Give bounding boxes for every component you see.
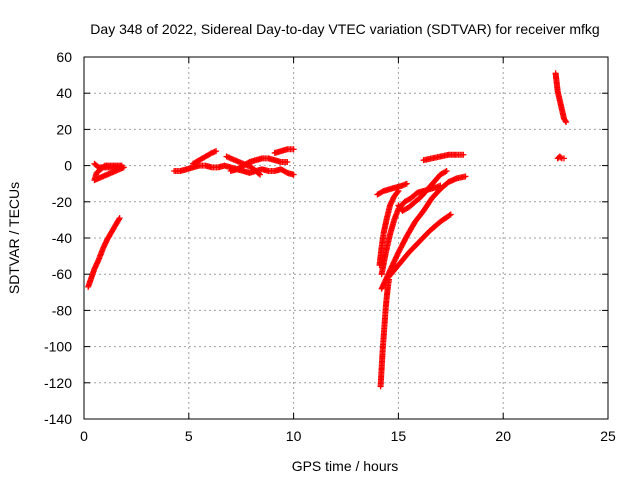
data-point <box>447 211 454 218</box>
data-point <box>460 151 467 158</box>
series-arc-6 <box>227 155 291 175</box>
chart-title: Day 348 of 2022, Sidereal Day-to-day VTE… <box>90 21 599 37</box>
series-arc-7 <box>271 146 297 156</box>
x-tick-label: 5 <box>185 428 193 444</box>
data-point <box>403 180 410 187</box>
data-point <box>290 171 297 178</box>
y-tick-label: -20 <box>52 194 72 210</box>
x-axis-label: GPS time / hours <box>292 458 399 474</box>
y-tick-label: -140 <box>44 411 72 427</box>
data-point <box>256 170 263 177</box>
y-tick-label: 60 <box>56 49 72 65</box>
data-point <box>446 212 453 219</box>
y-tick-label: -120 <box>44 375 72 391</box>
series-arc-9 <box>376 187 402 269</box>
data-point <box>562 117 569 124</box>
data-point <box>560 155 567 162</box>
x-tick-label: 25 <box>600 428 616 444</box>
series-arc-12 <box>384 211 454 281</box>
x-tick-label: 15 <box>391 428 407 444</box>
x-tick-labels: 0 5 10 15 20 25 <box>80 428 616 444</box>
series-arc-1 <box>91 160 127 184</box>
axis-ticks <box>83 56 609 420</box>
series-arc-13 <box>374 180 410 198</box>
series-arc-4 <box>189 148 220 167</box>
y-tick-label: -40 <box>52 230 72 246</box>
data-point <box>284 158 291 165</box>
data-point <box>118 162 125 169</box>
y-tick-label: -80 <box>52 302 72 318</box>
data-point <box>563 119 570 126</box>
data-point <box>290 146 297 153</box>
y-tick-label: 20 <box>56 121 72 137</box>
x-tick-label: 0 <box>80 428 88 444</box>
data-point <box>442 168 449 175</box>
y-tick-label: 0 <box>64 158 72 174</box>
data-point <box>557 154 564 161</box>
data-point <box>213 148 220 155</box>
data-point <box>462 173 469 180</box>
grid <box>84 57 608 419</box>
y-tick-label: -100 <box>44 339 72 355</box>
series-arc-14 <box>395 168 450 214</box>
x-tick-label: 20 <box>495 428 511 444</box>
series-arc-2 <box>85 215 123 290</box>
data-point <box>207 150 214 157</box>
data-point <box>115 216 122 223</box>
x-tick-label: 10 <box>286 428 302 444</box>
y-tick-labels: -140 -120 -100 -80 -60 -40 -20 0 20 40 60 <box>44 49 72 427</box>
data-point <box>257 171 264 178</box>
y-tick-label: -60 <box>52 266 72 282</box>
y-axis-label: SDTVAR / TECUs <box>6 182 22 294</box>
y-tick-label: 40 <box>56 85 72 101</box>
series-arc-17 <box>554 153 567 162</box>
data-point <box>443 168 450 175</box>
data-point <box>116 215 123 222</box>
series-arc-15 <box>420 151 467 164</box>
series-arc-16 <box>552 70 570 126</box>
plot-marks <box>85 70 570 390</box>
data-point <box>394 189 401 196</box>
series-arc-8 <box>377 276 392 390</box>
